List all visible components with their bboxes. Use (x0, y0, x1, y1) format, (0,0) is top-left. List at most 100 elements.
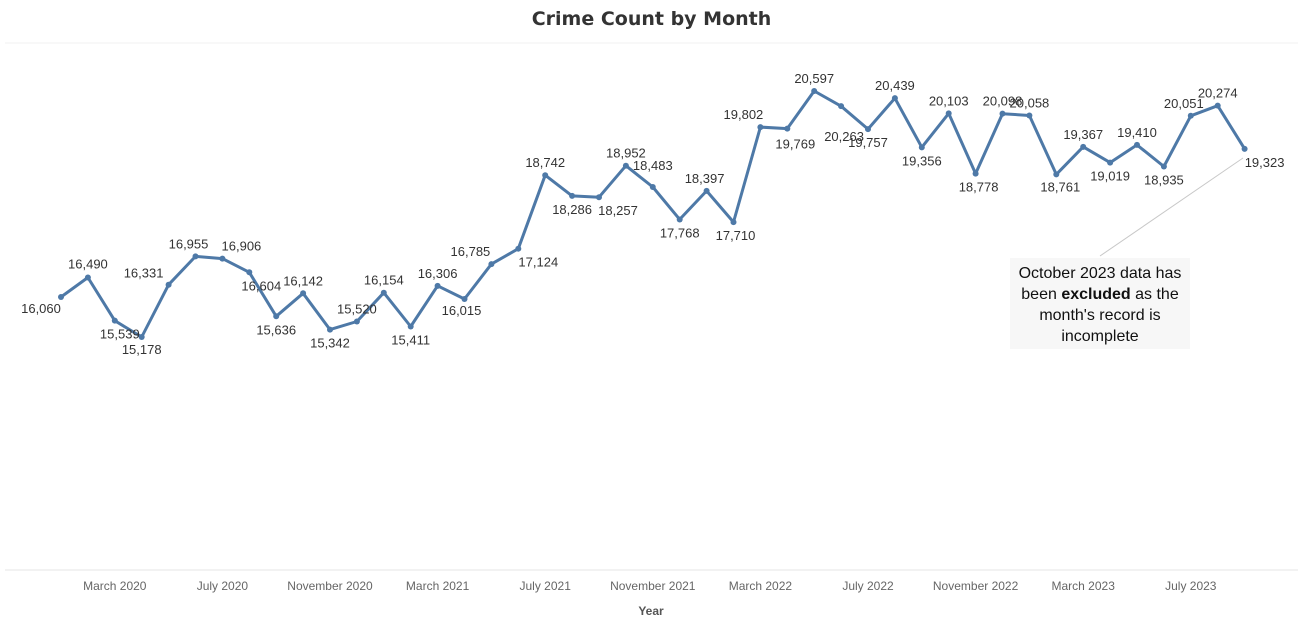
data-point (1080, 143, 1087, 150)
data-label: 19,323 (1245, 155, 1285, 170)
data-label: 18,397 (685, 171, 725, 186)
data-point (461, 296, 468, 303)
data-point (676, 216, 683, 223)
data-label: 19,757 (848, 135, 888, 150)
data-point (542, 172, 549, 179)
data-point (730, 219, 737, 226)
data-label: 15,520 (337, 302, 377, 317)
data-label: 20,263 (824, 129, 864, 144)
chart-title: Crime Count by Month (531, 8, 772, 30)
annotation-line-2-post: as the (1130, 286, 1179, 303)
data-label: 17,710 (716, 228, 756, 243)
plot-frame (5, 42, 1298, 571)
data-label: 19,769 (775, 137, 815, 152)
data-point (327, 326, 333, 333)
annotation-emphasis: excluded (1061, 286, 1131, 303)
data-point (353, 318, 360, 325)
data-point (1053, 171, 1060, 178)
x-tick-label: July 2021 (520, 579, 572, 593)
x-tick-label: March 2022 (729, 579, 793, 593)
data-point (1160, 163, 1167, 170)
data-point (838, 103, 845, 110)
data-point (84, 274, 91, 281)
data-label: 19,019 (1090, 169, 1130, 184)
data-point (596, 194, 602, 201)
annotation-connector (1099, 157, 1244, 257)
data-label: 16,331 (124, 266, 164, 281)
data-label: 16,060 (21, 301, 61, 316)
data-point (380, 289, 387, 296)
data-point (165, 281, 172, 288)
data-label: 20,098 (983, 94, 1023, 109)
data-label: 15,636 (256, 322, 296, 337)
data-point (515, 245, 522, 252)
data-point (757, 124, 764, 131)
x-tick-label: November 2020 (287, 579, 373, 593)
data-label: 15,539 (100, 327, 140, 342)
data-label: 18,742 (525, 155, 565, 170)
data-label: 16,142 (283, 273, 323, 288)
x-tick-label: November 2022 (933, 579, 1019, 593)
data-label: 17,124 (518, 255, 558, 270)
data-point (192, 253, 199, 260)
data-point (1187, 112, 1194, 119)
data-label: 16,604 (241, 278, 281, 293)
data-label: 20,597 (794, 71, 834, 86)
data-label: 20,439 (875, 78, 915, 93)
x-tick-label: March 2020 (83, 579, 147, 593)
data-label: 18,935 (1144, 172, 1184, 187)
data-point (784, 125, 791, 132)
data-label: 16,955 (169, 236, 209, 251)
data-label: 20,274 (1198, 86, 1238, 101)
data-point (488, 261, 495, 268)
data-label: 19,356 (902, 153, 942, 168)
data-point (999, 110, 1006, 117)
data-point (1107, 159, 1114, 166)
data-point (246, 269, 253, 276)
data-label: 17,768 (660, 225, 700, 240)
annotation-line-1: October 2023 data has (1018, 265, 1182, 282)
data-point (865, 126, 871, 133)
data-point (811, 88, 818, 94)
data-point (300, 290, 307, 297)
x-tick-label: July 2023 (1165, 579, 1217, 593)
data-label: 16,906 (222, 239, 262, 254)
x-tick-label: July 2022 (842, 579, 894, 593)
data-point (703, 187, 710, 194)
annotation-line-4: incomplete (1061, 328, 1139, 345)
data-label: 20,051 (1164, 96, 1204, 111)
annotation-line-2: been excluded as the (1010, 284, 1190, 305)
data-point (918, 144, 925, 151)
data-label: 16,015 (442, 303, 482, 318)
x-tick-label: March 2021 (406, 579, 470, 593)
data-label: 20,103 (929, 93, 969, 108)
data-label: 18,257 (598, 203, 638, 218)
data-point (1026, 112, 1033, 119)
data-point (945, 110, 952, 117)
data-label: 18,952 (606, 146, 646, 161)
data-point (407, 323, 414, 330)
x-axis-title: Year (638, 604, 664, 618)
data-label: 18,761 (1040, 179, 1080, 194)
data-label: 18,483 (633, 158, 673, 173)
data-label: 15,411 (391, 332, 430, 347)
data-point (111, 317, 118, 324)
annotation-note: October 2023 data has been excluded as t… (1010, 258, 1190, 349)
data-label: 16,306 (418, 266, 458, 281)
data-point (273, 313, 280, 320)
data-point (891, 95, 898, 102)
data-point (569, 192, 576, 199)
data-label: 19,410 (1117, 125, 1157, 140)
x-tick-label: July 2020 (197, 579, 249, 593)
data-label: 16,154 (364, 273, 404, 288)
x-tick-label: November 2021 (610, 579, 696, 593)
data-label: 18,286 (552, 202, 592, 217)
data-point (219, 255, 226, 262)
data-point (1214, 102, 1221, 109)
data-label: 19,367 (1063, 127, 1103, 142)
data-label: 18,778 (959, 180, 999, 195)
data-label: 16,490 (68, 256, 108, 271)
data-label: 16,785 (451, 244, 491, 259)
data-point (622, 162, 629, 169)
